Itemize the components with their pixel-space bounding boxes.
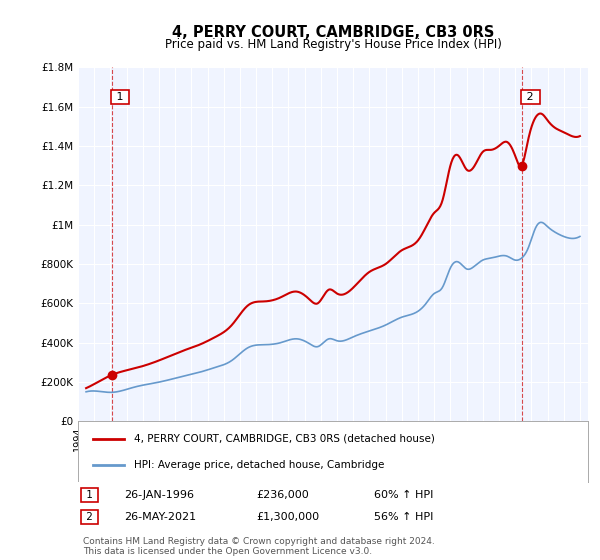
Text: 2: 2 [523,92,538,102]
Text: Price paid vs. HM Land Registry's House Price Index (HPI): Price paid vs. HM Land Registry's House … [164,38,502,51]
Text: £236,000: £236,000 [257,491,309,500]
Text: 1: 1 [83,491,96,500]
Text: 2: 2 [83,512,96,522]
Text: 4, PERRY COURT, CAMBRIDGE, CB3 0RS (detached house): 4, PERRY COURT, CAMBRIDGE, CB3 0RS (deta… [134,433,435,444]
Text: 26-JAN-1996: 26-JAN-1996 [124,491,194,500]
Text: 1: 1 [113,92,127,102]
Text: £1,300,000: £1,300,000 [257,512,320,522]
Text: 56% ↑ HPI: 56% ↑ HPI [374,512,433,522]
Text: Contains HM Land Registry data © Crown copyright and database right 2024.
This d: Contains HM Land Registry data © Crown c… [83,537,435,556]
Text: 60% ↑ HPI: 60% ↑ HPI [374,491,433,500]
Text: 26-MAY-2021: 26-MAY-2021 [124,512,196,522]
Text: HPI: Average price, detached house, Cambridge: HPI: Average price, detached house, Camb… [134,460,385,470]
Text: 4, PERRY COURT, CAMBRIDGE, CB3 0RS: 4, PERRY COURT, CAMBRIDGE, CB3 0RS [172,25,494,40]
